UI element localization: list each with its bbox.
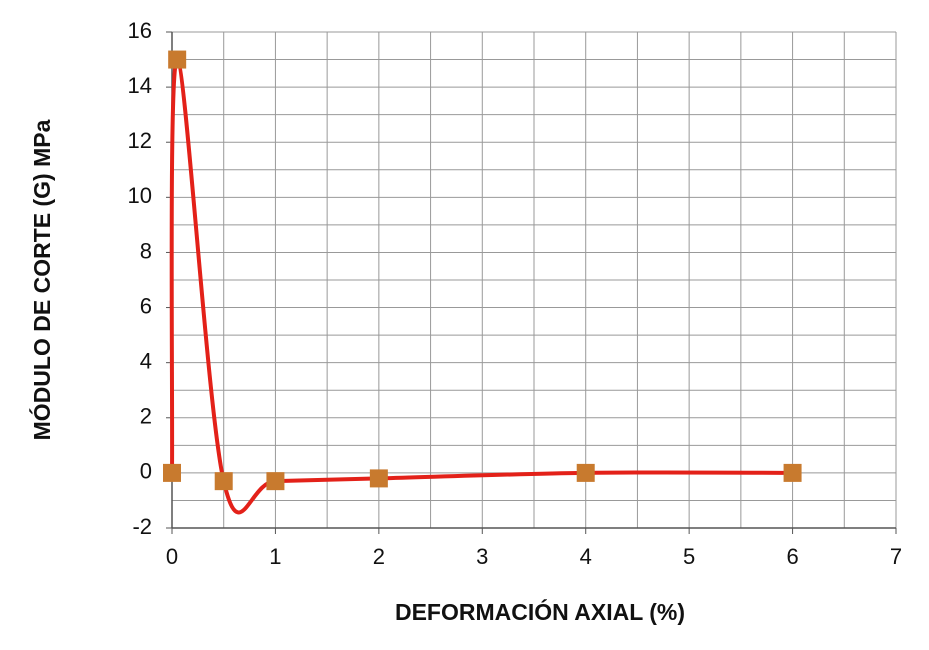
y-tick-label: 8 bbox=[140, 238, 152, 263]
y-tick-label: 14 bbox=[128, 73, 152, 98]
x-tick-label: 0 bbox=[166, 544, 178, 569]
y-tick-label: 16 bbox=[128, 18, 152, 43]
x-tick-label: 7 bbox=[890, 544, 902, 569]
marker bbox=[576, 463, 595, 482]
marker bbox=[266, 472, 285, 491]
x-tick-label: 3 bbox=[476, 544, 488, 569]
marker bbox=[214, 472, 233, 491]
x-tick-label: 6 bbox=[786, 544, 798, 569]
y-tick-label: 12 bbox=[128, 128, 152, 153]
marker bbox=[369, 469, 388, 488]
y-tick-label: 4 bbox=[140, 348, 152, 373]
y-tick-label: 0 bbox=[140, 459, 152, 484]
y-tick-label: 6 bbox=[140, 293, 152, 318]
y-tick-label: 2 bbox=[140, 404, 152, 429]
x-tick-label: 2 bbox=[373, 544, 385, 569]
marker bbox=[163, 463, 181, 482]
x-tick-label: 1 bbox=[269, 544, 281, 569]
marker bbox=[168, 50, 187, 69]
y-tick-label: 10 bbox=[128, 183, 152, 208]
marker bbox=[783, 463, 802, 482]
x-tick-label: 4 bbox=[580, 544, 592, 569]
y-axis-title: MÓDULO DE CORTE (G) MPa bbox=[28, 119, 55, 440]
y-tick-label: -2 bbox=[132, 514, 152, 539]
x-tick-label: 5 bbox=[683, 544, 695, 569]
x-axis-title: DEFORMACIÓN AXIAL (%) bbox=[395, 598, 685, 625]
